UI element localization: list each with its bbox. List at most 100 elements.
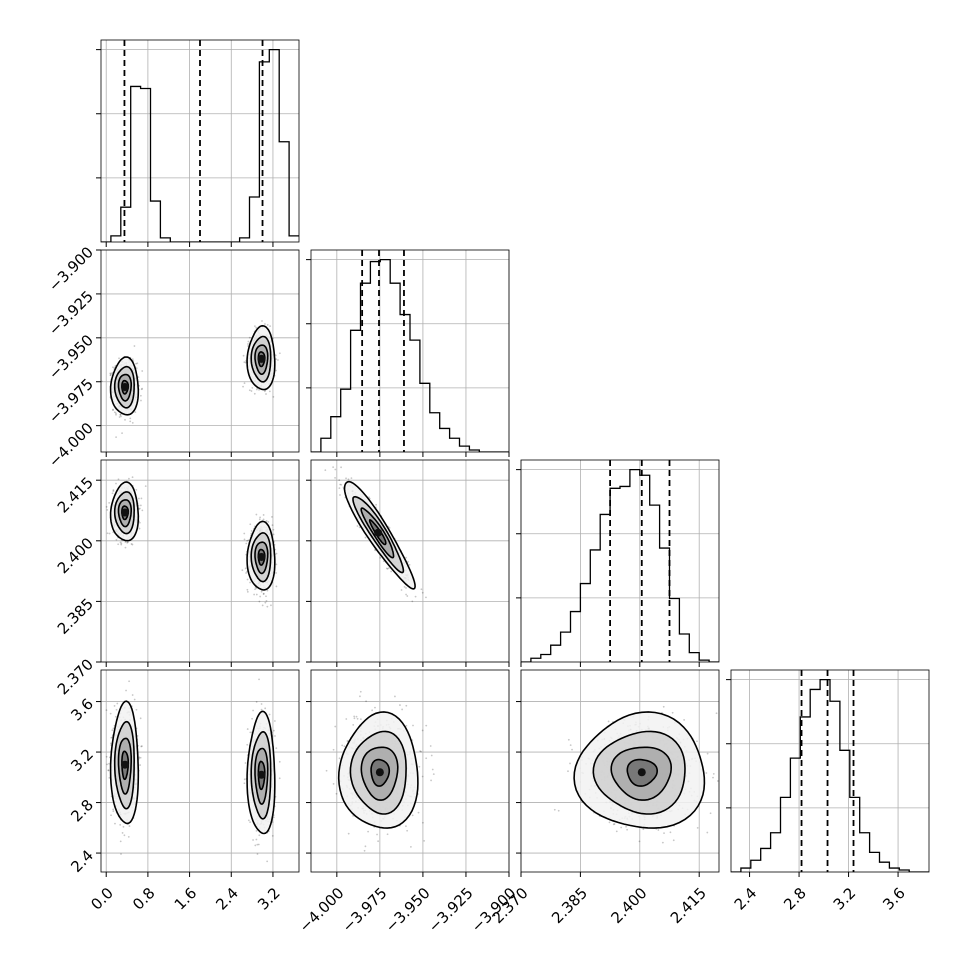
sample-point: [140, 497, 143, 500]
sample-point: [141, 370, 144, 372]
sample-point: [268, 390, 271, 393]
y-tick-label: −4.000: [45, 419, 97, 471]
sample-point: [405, 587, 407, 589]
y-tick-label: 2.385: [54, 595, 97, 638]
sample-point: [255, 513, 258, 516]
sample-point: [243, 538, 246, 541]
sample-point: [258, 518, 261, 521]
sample-point: [338, 487, 341, 489]
sample-point: [141, 509, 144, 512]
sample-point: [414, 595, 417, 598]
sample-point: [265, 393, 267, 395]
sample-point: [117, 543, 120, 546]
sample-point: [136, 362, 139, 365]
sample-point: [118, 357, 120, 360]
panel-2-2: [516, 459, 720, 667]
sample-point: [131, 694, 134, 696]
sample-point: [113, 411, 116, 414]
sample-point: [109, 372, 112, 375]
sample-point: [250, 530, 253, 532]
sample-point: [109, 712, 112, 715]
sample-point: [141, 387, 144, 390]
density-peak: [374, 528, 383, 537]
sample-point: [120, 543, 123, 546]
sample-point: [119, 541, 122, 544]
sample-point: [247, 343, 249, 345]
sample-point: [144, 485, 147, 488]
sample-point: [248, 389, 251, 392]
sample-point: [421, 591, 424, 594]
sample-point: [241, 569, 244, 572]
density-1-0: [101, 320, 281, 439]
sample-point: [379, 557, 382, 559]
sample-point: [262, 592, 265, 595]
sample-point: [368, 496, 370, 499]
sample-point: [425, 596, 427, 599]
sample-point: [339, 483, 342, 486]
sample-point: [112, 489, 115, 491]
sample-point: [124, 546, 127, 549]
sample-point: [261, 604, 264, 607]
sample-point: [264, 601, 267, 604]
sample-point: [405, 556, 407, 559]
density-peak: [120, 508, 129, 517]
sample-point: [350, 477, 353, 480]
sample-point: [117, 478, 120, 481]
sample-point: [338, 479, 341, 482]
sample-point: [263, 390, 266, 393]
sample-point: [271, 524, 274, 527]
y-tick-label: 2.415: [54, 473, 97, 516]
sample-point: [356, 525, 359, 527]
sample-point: [129, 417, 132, 420]
sample-point: [243, 361, 246, 364]
sample-point: [106, 509, 109, 511]
sample-point: [275, 563, 278, 566]
sample-point: [271, 516, 273, 518]
sample-point: [138, 497, 140, 500]
density-peak: [120, 383, 129, 392]
density-peak: [257, 354, 266, 363]
sample-point: [128, 680, 131, 683]
sample-point: [266, 589, 269, 592]
sample-point: [119, 823, 122, 826]
sample-point: [242, 385, 244, 388]
sample-point: [266, 323, 269, 326]
sample-point: [258, 388, 260, 391]
sample-point: [112, 810, 115, 813]
sample-point: [244, 567, 247, 570]
sample-point: [128, 477, 130, 480]
sample-point: [124, 418, 126, 421]
sample-point: [109, 374, 112, 377]
sample-point: [139, 504, 142, 507]
sample-point: [106, 763, 108, 766]
sample-point: [334, 476, 336, 479]
sample-point: [264, 323, 266, 325]
sample-point: [270, 604, 272, 607]
sample-point: [411, 600, 414, 603]
sample-point: [112, 409, 114, 411]
sample-point: [339, 494, 341, 496]
sample-point: [121, 432, 123, 435]
sample-point: [266, 605, 269, 608]
sample-point: [115, 436, 117, 439]
sample-point: [334, 468, 337, 471]
y-tick-label: 2.370: [54, 655, 97, 698]
sample-point: [275, 358, 278, 361]
sample-point: [251, 386, 254, 389]
sample-point: [400, 589, 403, 591]
sample-point: [114, 822, 116, 825]
sample-point: [408, 563, 411, 566]
y-tick-label: −3.975: [45, 375, 97, 427]
sample-point: [278, 352, 281, 355]
panel-frame: [520, 459, 720, 663]
sample-point: [261, 320, 263, 322]
sample-point: [258, 600, 261, 603]
sample-point: [105, 505, 108, 508]
sample-point: [253, 392, 256, 395]
sample-point: [112, 366, 114, 369]
sample-point: [262, 593, 265, 595]
sample-point: [405, 593, 407, 596]
sample-point: [109, 374, 112, 376]
sample-point: [259, 516, 262, 519]
